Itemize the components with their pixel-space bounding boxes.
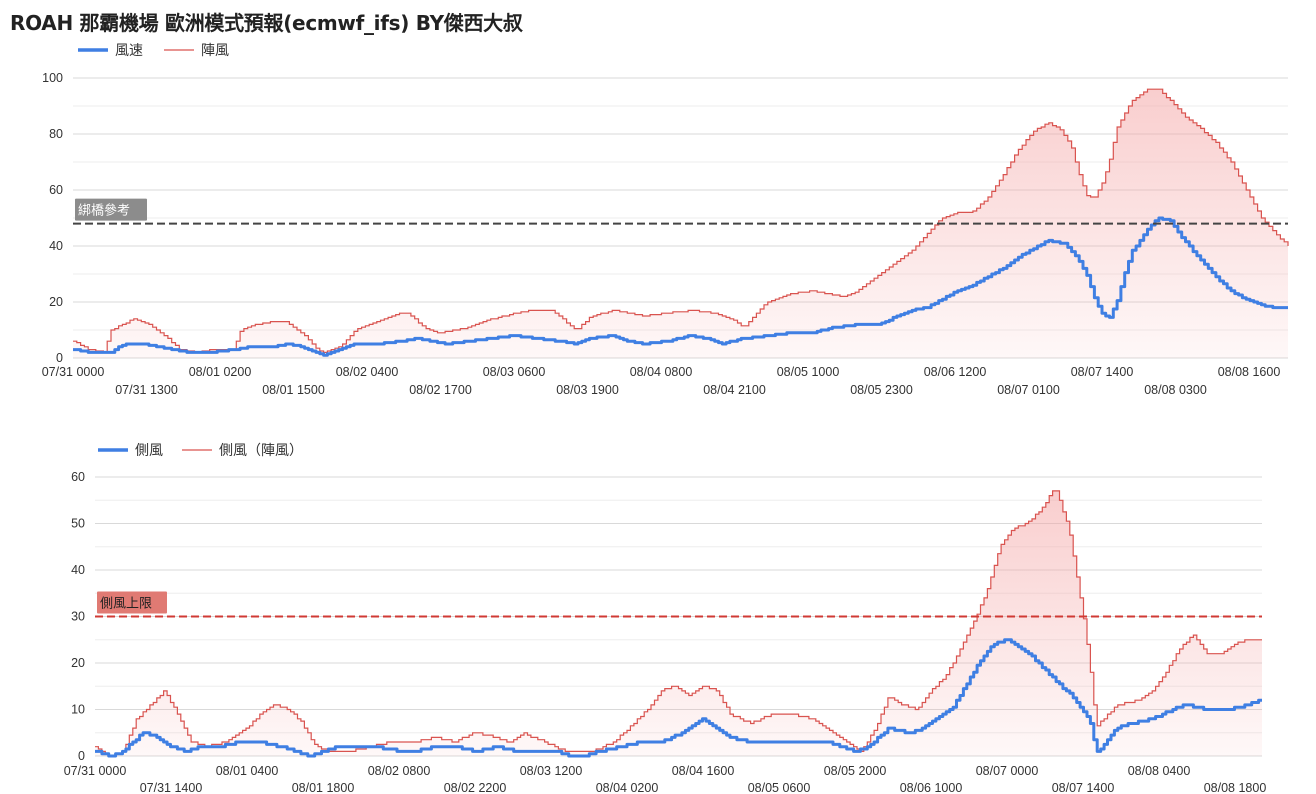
page-title: ROAH 那霸機場 歐洲模式預報(ecmwf_ifs) BY傑西大叔 — [10, 11, 523, 35]
x-tick-label: 07/31 0000 — [42, 365, 105, 379]
y-tick-label: 0 — [56, 351, 63, 365]
reference-label: 綁橋參考 — [78, 204, 130, 219]
gust-area — [73, 89, 1288, 358]
x-tick-label: 08/03 1900 — [556, 383, 619, 397]
x-tick-label: 08/04 2100 — [703, 383, 766, 397]
x-tick-label: 08/03 1200 — [520, 764, 583, 778]
legend-label: 側風 — [135, 443, 163, 459]
y-tick-label: 60 — [71, 470, 85, 484]
gust-line — [73, 88, 1289, 353]
x-tick-label: 08/07 1400 — [1052, 781, 1115, 794]
x-tick-label: 08/08 1800 — [1204, 781, 1267, 794]
x-tick-label: 08/04 0800 — [630, 365, 693, 379]
x-tick-label: 08/05 2300 — [850, 383, 913, 397]
y-tick-label: 10 — [71, 703, 85, 717]
y-tick-label: 40 — [49, 239, 63, 253]
gust-area — [95, 490, 1262, 756]
wind-speed-chart: 0 20 40 60 80 100 07/31 0000 08/01 0200 08/02 04… — [42, 43, 1289, 397]
y-tick-label: 50 — [71, 517, 85, 531]
reference-label: 側風上限 — [100, 597, 152, 612]
x-tick-label: 08/02 0800 — [368, 764, 431, 778]
x-tick-label: 08/06 1000 — [900, 781, 963, 794]
legend-label: 陣風 — [201, 43, 229, 59]
y-tick-label: 60 — [49, 183, 63, 197]
x-tick-label: 08/01 1800 — [292, 781, 355, 794]
legend-label: 側風（陣風） — [219, 443, 303, 459]
x-tick-label: 08/04 0200 — [596, 781, 659, 794]
x-tick-label: 08/08 0300 — [1144, 383, 1207, 397]
x-tick-label: 08/07 1400 — [1071, 365, 1134, 379]
x-tick-label: 08/05 0600 — [748, 781, 811, 794]
x-tick-label: 08/03 0600 — [483, 365, 546, 379]
x-tick-label: 08/08 1600 — [1218, 365, 1281, 379]
x-tick-label: 08/01 0400 — [216, 764, 279, 778]
x-tick-label: 08/02 2200 — [444, 781, 507, 794]
gust-line — [95, 490, 1262, 757]
x-tick-label: 08/02 1700 — [409, 383, 472, 397]
x-tick-label: 08/02 0400 — [336, 365, 399, 379]
reference-label-bg — [75, 198, 147, 221]
legend-label: 風速 — [115, 43, 143, 59]
x-tick-label: 07/31 1300 — [115, 383, 178, 397]
y-tick-label: 20 — [49, 295, 63, 309]
sustained-line — [73, 216, 1288, 357]
x-tick-label: 08/08 0400 — [1128, 764, 1191, 778]
x-tick-label: 07/31 1400 — [140, 781, 203, 794]
x-tick-label: 08/04 1600 — [672, 764, 735, 778]
reference-label-bg — [97, 591, 167, 614]
x-tick-label: 08/07 0100 — [997, 383, 1060, 397]
x-tick-label: 08/01 0200 — [189, 365, 252, 379]
x-tick-label: 08/01 1500 — [262, 383, 325, 397]
x-tick-label: 08/06 1200 — [924, 365, 987, 379]
y-tick-label: 20 — [71, 656, 85, 670]
x-tick-label: 08/05 2000 — [824, 764, 887, 778]
x-tick-label: 08/07 0000 — [976, 764, 1039, 778]
y-tick-label: 0 — [78, 749, 85, 763]
sustained-line — [95, 638, 1262, 758]
y-tick-label: 80 — [49, 127, 63, 141]
y-tick-label: 30 — [71, 610, 85, 624]
y-tick-label: 100 — [42, 71, 63, 85]
y-tick-label: 40 — [71, 563, 85, 577]
x-tick-label: 07/31 0000 — [64, 764, 127, 778]
x-tick-label: 08/05 1000 — [777, 365, 840, 379]
